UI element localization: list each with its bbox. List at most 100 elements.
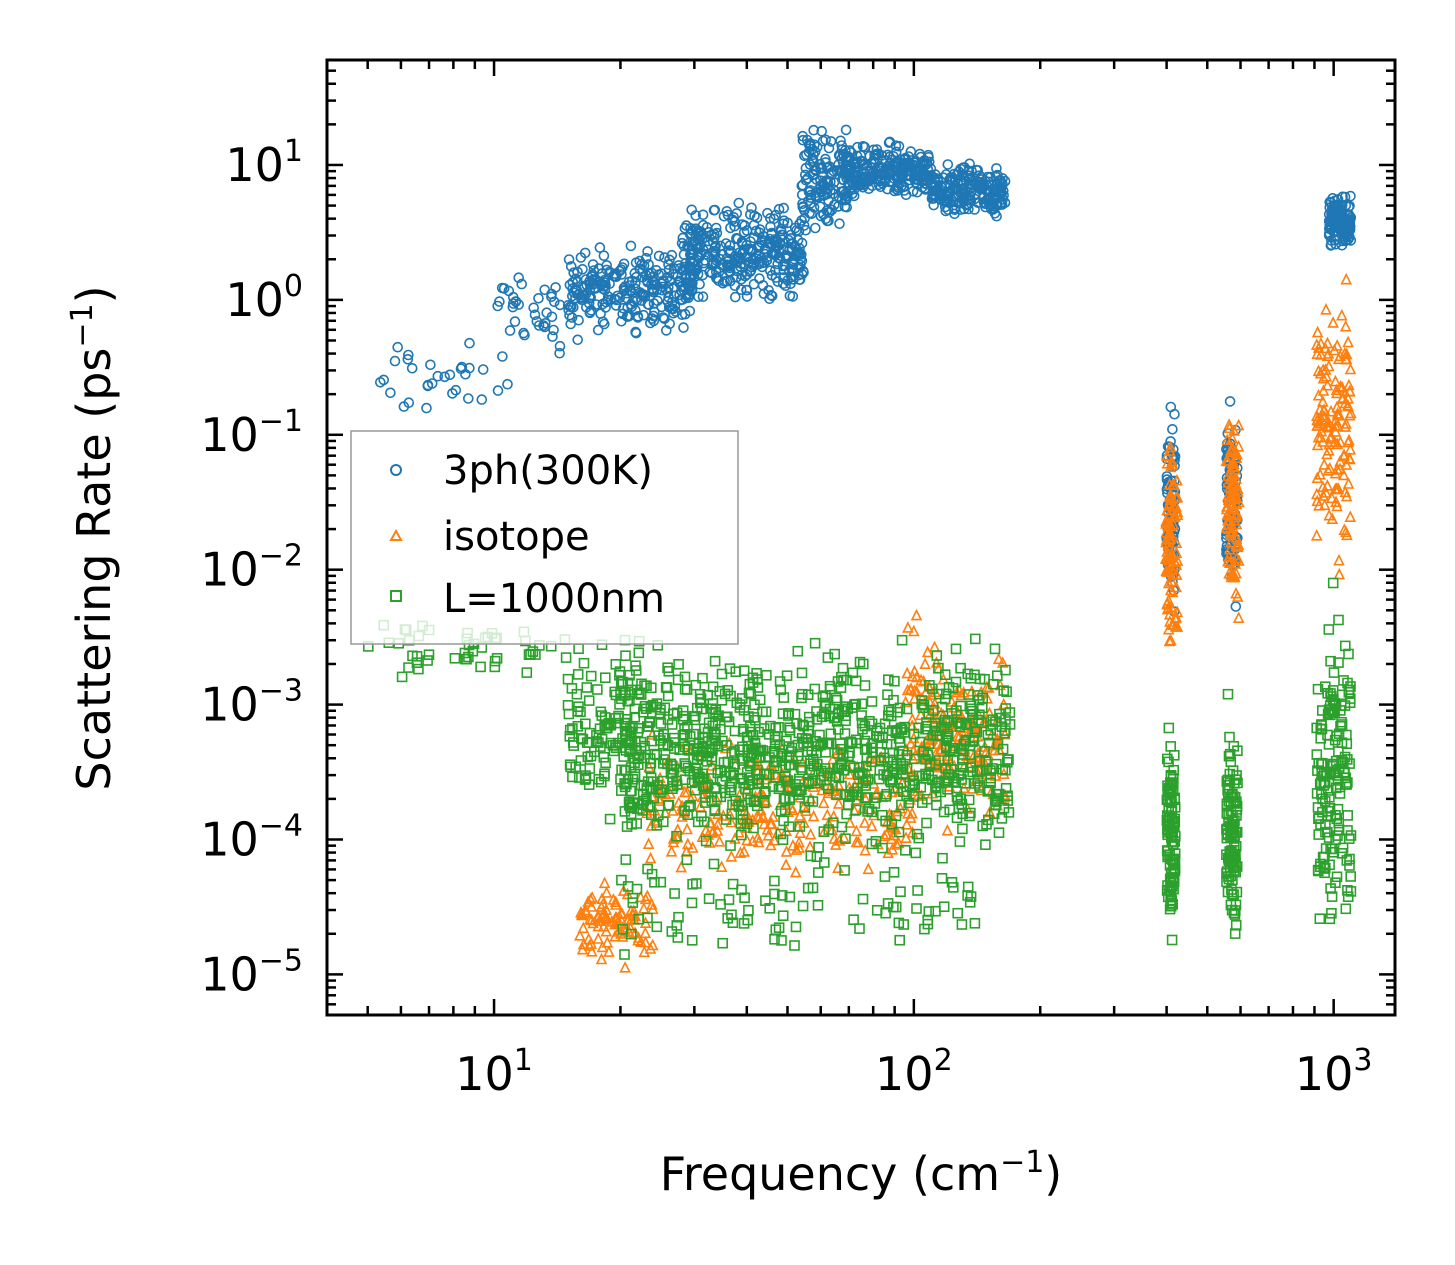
point-boundary <box>775 828 787 840</box>
point-isotope <box>616 930 629 942</box>
point-isotope <box>915 673 927 686</box>
point-boundary <box>977 820 989 832</box>
point-isotope <box>899 695 912 708</box>
point-boundary <box>912 885 923 896</box>
point-3ph <box>573 314 584 326</box>
point-isotope <box>1170 491 1182 503</box>
point-boundary <box>578 657 590 669</box>
point-3ph <box>1167 423 1178 435</box>
point-3ph <box>642 298 654 310</box>
point-3ph <box>618 258 630 270</box>
point-boundary <box>933 662 944 674</box>
point-boundary <box>491 652 503 664</box>
point-3ph <box>782 275 793 286</box>
point-isotope <box>632 933 644 946</box>
point-boundary <box>1336 719 1348 730</box>
point-boundary <box>1001 756 1013 768</box>
point-boundary <box>1163 722 1175 734</box>
point-boundary <box>731 697 743 709</box>
point-boundary <box>1333 614 1344 626</box>
point-3ph <box>799 150 810 162</box>
point-isotope <box>595 900 608 912</box>
point-3ph <box>949 203 961 214</box>
point-boundary <box>709 655 721 667</box>
point-boundary <box>813 841 824 853</box>
point-boundary <box>799 802 811 813</box>
point-3ph <box>762 207 773 219</box>
point-isotope <box>1170 505 1183 518</box>
point-boundary <box>998 802 1010 814</box>
point-boundary <box>921 817 932 829</box>
point-isotope <box>1220 454 1233 467</box>
point-3ph <box>627 295 639 307</box>
point-boundary <box>809 683 821 695</box>
point-isotope <box>579 903 591 916</box>
point-boundary <box>753 726 764 738</box>
point-boundary <box>585 670 597 682</box>
point-boundary <box>950 643 962 655</box>
point-boundary <box>625 722 636 734</box>
point-3ph <box>955 163 966 175</box>
point-boundary <box>1228 907 1240 919</box>
point-3ph <box>898 157 909 169</box>
point-3ph <box>630 271 642 283</box>
point-isotope <box>1230 539 1243 552</box>
point-boundary <box>758 723 770 734</box>
point-boundary <box>584 763 596 774</box>
point-3ph <box>578 289 590 301</box>
point-3ph <box>653 250 665 262</box>
point-boundary <box>651 749 663 761</box>
point-boundary <box>716 668 728 680</box>
point-isotope <box>1311 347 1323 360</box>
point-3ph <box>823 142 835 154</box>
point-boundary <box>1345 681 1356 692</box>
x-tick-label: 103 <box>1295 1043 1373 1101</box>
point-3ph <box>572 266 583 278</box>
point-boundary <box>956 919 968 930</box>
point-3ph <box>677 232 689 244</box>
point-3ph <box>788 265 799 276</box>
point-boundary <box>991 796 1002 807</box>
point-isotope <box>1223 556 1236 569</box>
point-boundary <box>939 714 951 726</box>
point-isotope <box>1223 418 1235 430</box>
point-isotope <box>1344 362 1357 375</box>
point-boundary <box>1345 871 1356 882</box>
point-isotope <box>1343 378 1355 391</box>
point-3ph <box>455 363 467 375</box>
point-boundary <box>1166 934 1178 946</box>
point-isotope <box>793 835 805 848</box>
point-3ph <box>828 165 840 177</box>
point-boundary <box>712 740 724 752</box>
point-boundary <box>857 658 869 670</box>
point-isotope <box>1316 408 1329 421</box>
point-3ph <box>753 250 765 262</box>
point-3ph <box>494 296 505 307</box>
point-isotope <box>1161 596 1174 609</box>
point-isotope <box>1342 399 1354 412</box>
point-isotope <box>928 640 941 653</box>
point-boundary <box>627 721 638 732</box>
point-3ph <box>794 218 805 230</box>
point-boundary <box>753 752 765 763</box>
point-3ph <box>642 246 653 257</box>
point-isotope <box>586 891 598 903</box>
point-3ph <box>905 146 917 157</box>
point-boundary <box>867 746 879 758</box>
point-isotope <box>923 680 935 692</box>
point-boundary <box>822 783 834 795</box>
point-isotope <box>711 824 724 836</box>
point-isotope <box>1338 468 1350 481</box>
point-boundary <box>891 706 903 718</box>
point-3ph <box>659 252 670 263</box>
point-3ph <box>776 229 788 241</box>
point-isotope <box>767 810 779 822</box>
point-3ph <box>678 322 689 333</box>
point-boundary <box>999 727 1010 739</box>
point-boundary <box>830 770 842 782</box>
point-boundary <box>1317 806 1328 818</box>
point-3ph <box>765 221 776 233</box>
y-tick-label: 101 <box>225 134 303 192</box>
point-isotope <box>609 917 621 930</box>
point-boundary <box>903 797 915 809</box>
